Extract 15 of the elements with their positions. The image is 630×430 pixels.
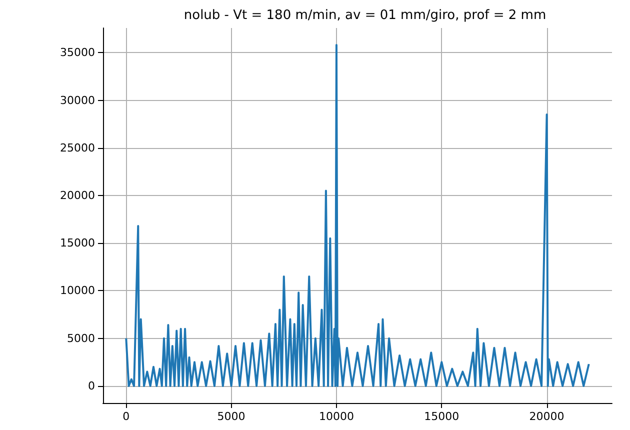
x-tick-label: 10000 (318, 410, 354, 423)
y-tick-label: 25000 (60, 141, 95, 154)
y-tick-label: 0 (88, 379, 95, 392)
x-tick-label: 5000 (217, 410, 246, 423)
y-tick-label: 35000 (60, 46, 95, 60)
chart-title: nolub - Vt = 180 m/min, av = 01 mm/giro, prof = 2 mm (184, 8, 546, 23)
x-tick-label: 15000 (424, 410, 460, 423)
x-tick-label: 0 (122, 410, 130, 423)
y-tick-label: 10000 (60, 284, 95, 298)
y-tick-label: 20000 (60, 189, 95, 202)
y-tick-label: 15000 (60, 236, 95, 250)
line-series (125, 44, 590, 387)
y-tick-label: 5000 (67, 332, 95, 345)
x-tick-label: 20000 (529, 410, 564, 423)
y-tick-label: 30000 (60, 94, 95, 107)
